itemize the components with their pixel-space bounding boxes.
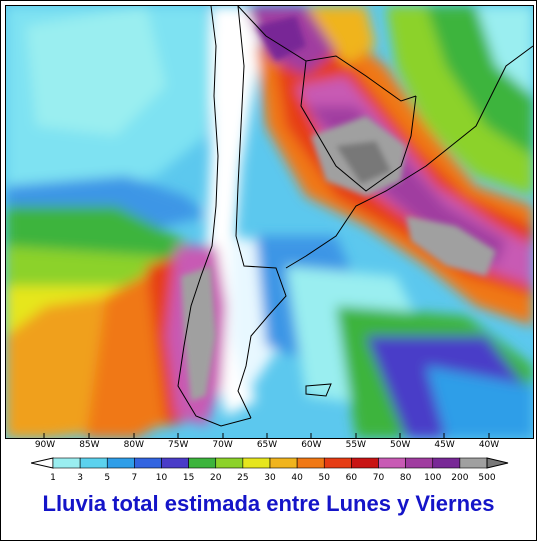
legend-value-label: 50 (318, 473, 330, 483)
legend-swatch (323, 457, 352, 469)
legend-value-label: 15 (182, 473, 195, 483)
longitude-label: 40W (478, 440, 500, 450)
legend-swatch (188, 457, 217, 469)
legend-swatch (52, 457, 81, 469)
longitude-label: 80W (123, 440, 144, 450)
longitude-label: 85W (79, 440, 100, 450)
legend-value-label: 1 (50, 473, 56, 483)
legend-value-label: 30 (264, 473, 276, 483)
legend-swatch (79, 457, 108, 469)
legend-swatch (161, 457, 189, 469)
map-title: Lluvia total estimada entre Lunes y Vier… (42, 491, 495, 516)
legend-value-label: 20 (210, 473, 222, 483)
longitude-label: 55W (345, 440, 366, 450)
legend-value-label: 60 (345, 473, 358, 483)
legend-swatch (134, 457, 162, 469)
legend-colorbar (31, 457, 509, 469)
legend-value-label: 7 (131, 473, 138, 483)
legend-value-label: 80 (399, 473, 412, 483)
legend-value-label: 5 (104, 473, 111, 483)
longitude-label: 45W (434, 440, 455, 450)
legend-swatch (106, 457, 135, 469)
coastlines (177, 6, 533, 427)
legend-value-label: 3 (77, 473, 83, 483)
grid-ticks (43, 433, 490, 438)
legend-swatch (269, 457, 298, 469)
color-legend: 1 3 5 7 10 15 20 25 30 40 50 60 70 80 100 200 500 (31, 456, 509, 486)
legend-swatch (432, 457, 461, 469)
legend-swatch (351, 457, 379, 469)
legend-value-label: 70 (372, 473, 385, 483)
longitude-label: 90W (34, 440, 56, 450)
legend-arrow-right (486, 457, 509, 469)
map-canvas (6, 6, 533, 438)
longitude-label: 60W (301, 440, 322, 450)
legend-value-label: 40 (291, 473, 303, 483)
legend-arrow-left (31, 457, 54, 469)
legend-swatch (242, 457, 271, 469)
legend-swatch (215, 457, 244, 469)
legend-value-label: 100 (424, 473, 442, 483)
legend-swatch (459, 457, 488, 469)
heavy-rain-cores (181, 16, 496, 401)
legend-value-label: 25 (237, 473, 249, 483)
longitude-label: 75W (168, 440, 189, 450)
longitude-label: 65W (256, 440, 278, 450)
longitude-axis: 90W 85W 80W 75W 70W 65W 60W 55W 50W 45W 40W (5, 438, 534, 454)
longitude-label: 70W (212, 440, 233, 450)
legend-swatch (405, 457, 434, 469)
legend-swatch (296, 457, 325, 469)
precipitation-map (5, 5, 534, 439)
legend-value-label: 200 (451, 473, 469, 483)
legend-value-label: 10 (155, 473, 168, 483)
legend-swatch (378, 457, 406, 469)
longitude-label: 50W (390, 440, 411, 450)
legend-value-label: 500 (478, 473, 496, 483)
